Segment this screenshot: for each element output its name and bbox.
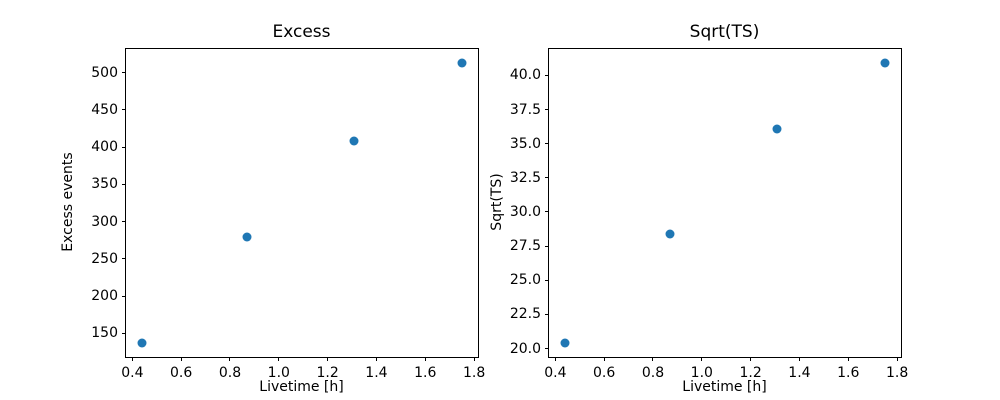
scatter-point xyxy=(880,58,890,68)
x-tick-label: 1.2 xyxy=(316,365,339,381)
y-tick-label: 450 xyxy=(91,101,118,118)
x-tick-mark xyxy=(750,357,752,361)
x-tick-label: 1.0 xyxy=(690,365,713,381)
y-tick-label: 350 xyxy=(91,176,118,193)
scatter-point xyxy=(772,124,782,134)
y-tick-label: 27.5 xyxy=(509,238,541,255)
y-tick-label: 200 xyxy=(91,288,118,305)
y-tick-mark xyxy=(545,109,549,110)
x-tick-label: 1.6 xyxy=(414,365,437,381)
x-tick-label: 0.6 xyxy=(170,365,193,381)
x-tick-label: 0.8 xyxy=(641,365,665,381)
x-tick-label: 0.6 xyxy=(593,365,616,381)
x-tick-mark xyxy=(554,357,556,361)
x-tick-mark xyxy=(327,357,329,361)
x-tick-label: 1.8 xyxy=(885,365,909,381)
y-tick-label: 37.5 xyxy=(509,101,541,118)
x-tick-mark xyxy=(424,357,426,361)
sqrt-ts-xaxis-label: Livetime [h] xyxy=(682,379,767,395)
x-tick-label: 1.4 xyxy=(365,365,388,381)
x-tick-mark xyxy=(847,357,849,361)
sqrt-ts-yaxis-label: Sqrt(TS) xyxy=(489,173,505,231)
y-tick-mark xyxy=(545,143,549,145)
excess-xaxis-label: Livetime [h] xyxy=(259,379,344,395)
scatter-point xyxy=(665,229,675,239)
x-tick-mark xyxy=(278,357,280,361)
x-tick-mark xyxy=(701,357,703,361)
x-tick-label: 1.4 xyxy=(788,365,811,381)
y-tick-label: 250 xyxy=(91,250,118,267)
y-tick-label: 400 xyxy=(91,139,118,156)
excess-yaxis-label: Excess events xyxy=(60,152,76,252)
x-tick-mark xyxy=(473,357,475,361)
x-tick-label: 0.8 xyxy=(218,365,242,381)
y-tick-mark xyxy=(545,211,549,213)
y-tick-mark xyxy=(122,258,126,260)
scatter-point xyxy=(242,232,252,241)
x-tick-label: 0.4 xyxy=(544,365,567,381)
y-tick-label: 500 xyxy=(91,64,118,81)
y-tick-label: 32.5 xyxy=(509,169,541,186)
y-tick-mark xyxy=(545,348,549,350)
x-tick-mark xyxy=(131,357,133,361)
scatter-point xyxy=(560,338,570,348)
x-tick-label: 1.0 xyxy=(267,365,290,381)
y-tick-mark xyxy=(122,146,126,148)
y-tick-mark xyxy=(545,74,549,76)
x-tick-label: 1.2 xyxy=(739,365,762,381)
x-tick-mark xyxy=(603,357,605,361)
x-tick-mark xyxy=(180,357,182,361)
x-tick-label: 0.4 xyxy=(121,365,144,381)
x-tick-label: 1.6 xyxy=(837,365,860,381)
y-tick-label: 30.0 xyxy=(509,203,541,220)
y-tick-label: 300 xyxy=(91,213,118,230)
y-tick-label: 40.0 xyxy=(509,67,541,84)
y-tick-mark xyxy=(545,245,549,247)
y-tick-mark xyxy=(545,279,549,281)
scatter-point xyxy=(349,136,359,146)
y-tick-label: 35.0 xyxy=(509,135,541,152)
y-tick-mark xyxy=(545,313,549,315)
scatter-point xyxy=(137,338,147,348)
y-tick-label: 22.5 xyxy=(509,306,541,323)
y-tick-label: 150 xyxy=(91,325,118,342)
y-tick-mark xyxy=(122,72,126,74)
x-tick-mark xyxy=(375,357,377,361)
sqrt-ts-plot-area: 0.4 0.6 0.8 1.0 1.2 1.4 1.6 1.8 20.0 22.5 25.0 27.5… xyxy=(510,48,908,380)
scatter-point xyxy=(457,58,467,68)
x-tick-mark xyxy=(229,357,231,361)
excess-plot-title: Excess xyxy=(272,22,331,42)
y-tick-mark xyxy=(122,295,126,297)
sqrt-ts-plot-title: Sqrt(TS) xyxy=(689,22,760,42)
y-tick-mark xyxy=(122,183,126,185)
y-tick-mark xyxy=(122,109,126,111)
excess-plot-area: 0.4 0.6 0.8 1.0 1.2 1.4 1.6 1.8 150 200 250 300 350 4… xyxy=(91,48,485,380)
x-tick-mark xyxy=(896,357,898,361)
x-tick-mark xyxy=(798,357,800,361)
y-tick-mark xyxy=(122,332,126,334)
y-tick-mark xyxy=(545,177,549,179)
x-tick-mark xyxy=(652,357,654,361)
x-tick-label: 1.8 xyxy=(462,365,486,381)
y-tick-mark xyxy=(122,221,126,223)
y-tick-label: 25.0 xyxy=(509,272,541,289)
y-tick-label: 20.0 xyxy=(509,340,541,357)
